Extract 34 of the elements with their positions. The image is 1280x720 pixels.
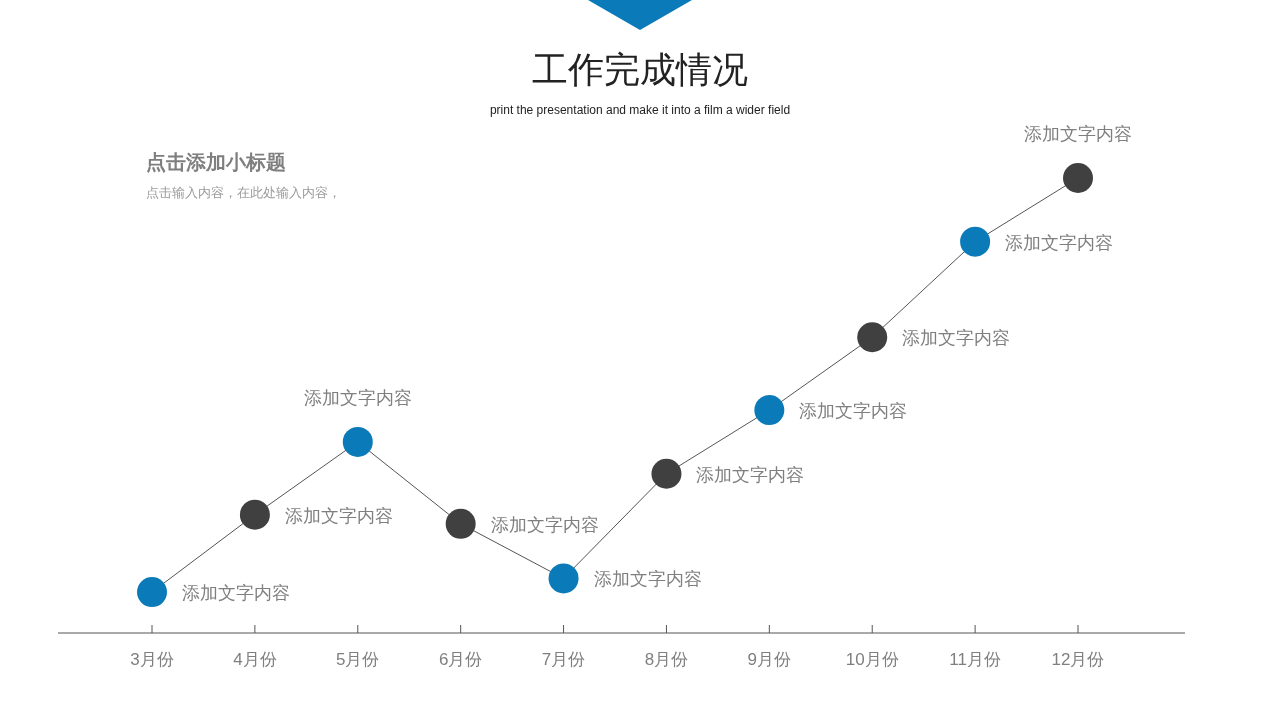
- point: [137, 577, 167, 608]
- x-tick-label: 6月份: [438, 650, 483, 669]
- x-tick-label: 5月份: [336, 650, 380, 669]
- x-tick-label: 12月份: [1051, 650, 1105, 669]
- point: [857, 322, 888, 353]
- point: [342, 426, 373, 457]
- x-tick-label: 9月份: [747, 650, 792, 669]
- annotation: 点击输入内容，在此处输入内容，: [146, 185, 341, 200]
- point: [754, 395, 785, 426]
- annotation: 添加文字内容: [799, 401, 908, 422]
- annotation: 添加文字内容: [902, 328, 1011, 349]
- point: [960, 226, 991, 257]
- text: 点击添加小标题: [146, 151, 286, 173]
- x-tick-label: 10月份: [845, 650, 899, 669]
- annotation: 添加文字内容: [593, 569, 702, 590]
- annotation: 添加文字内容: [696, 464, 805, 485]
- point: [548, 563, 579, 594]
- x-tick-label: 7月份: [541, 650, 586, 669]
- chart-subtitle: print the presentation and make it into a film a wider field: [489, 103, 791, 117]
- annotation: 添加文字内容: [303, 387, 412, 408]
- annotation: 添加文字内容: [490, 514, 599, 535]
- annotation: 添加文字内容: [1024, 124, 1132, 144]
- point: [445, 508, 476, 539]
- annotation: 添加文字内容: [284, 505, 393, 526]
- x-tick-label: 4月份: [233, 650, 277, 669]
- point: [239, 499, 270, 530]
- point: [1063, 163, 1093, 193]
- x-tick-label: 8月份: [644, 650, 689, 669]
- x-tick-label: 3月份: [130, 650, 174, 669]
- x-tick-label: 11月份: [949, 650, 1001, 669]
- annotation: 添加文字内容: [182, 583, 290, 604]
- point: [651, 458, 682, 489]
- annotation: 添加文字内容: [1005, 232, 1114, 253]
- chart-title: 工作完成情况: [532, 49, 748, 90]
